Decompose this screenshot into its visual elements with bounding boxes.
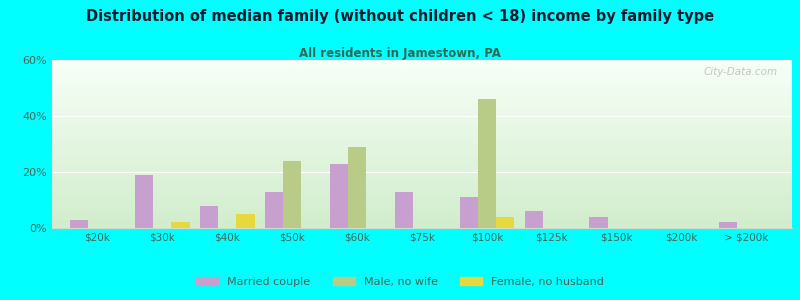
Bar — [590, 217, 608, 228]
Bar — [200, 206, 218, 228]
Bar — [236, 214, 254, 228]
Legend: Married couple, Male, no wife, Female, no husband: Married couple, Male, no wife, Female, n… — [192, 273, 608, 291]
Bar — [330, 164, 348, 228]
Bar — [478, 99, 496, 228]
Bar — [496, 217, 514, 228]
Bar — [348, 147, 366, 228]
Text: Distribution of median family (without children < 18) income by family type: Distribution of median family (without c… — [86, 9, 714, 24]
Bar — [525, 211, 542, 228]
Bar — [70, 220, 88, 228]
Text: City-Data.com: City-Data.com — [703, 67, 777, 77]
Bar — [283, 161, 302, 228]
Bar — [135, 175, 154, 228]
Bar — [460, 197, 478, 228]
Bar — [719, 222, 738, 228]
Bar — [171, 222, 190, 228]
Bar — [265, 192, 283, 228]
Bar — [394, 192, 413, 228]
Text: All residents in Jamestown, PA: All residents in Jamestown, PA — [299, 46, 501, 59]
